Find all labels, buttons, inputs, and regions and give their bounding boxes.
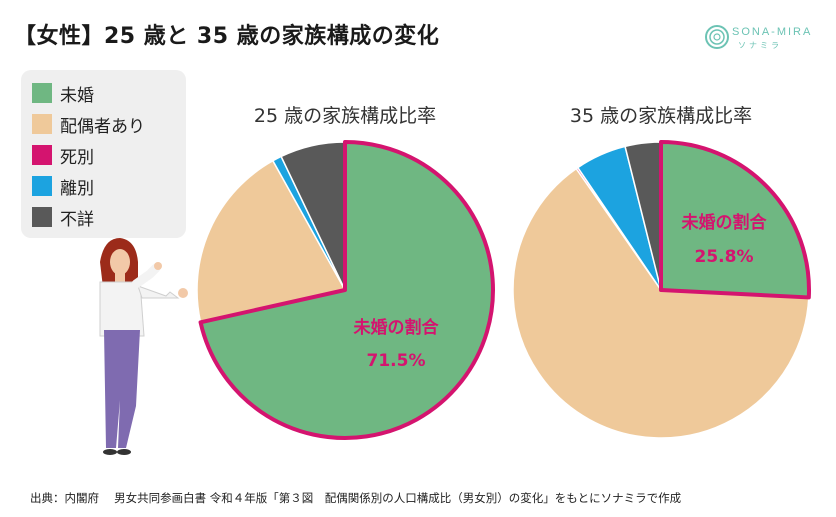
brand-logo: SONA-MIRA ソナミラ	[704, 22, 824, 58]
logo-text: SONA-MIRA	[732, 26, 813, 38]
legend-label: 離別	[60, 178, 94, 199]
legend-item-divorced: 離別	[32, 175, 94, 199]
annotation-value-25: 71.5%	[367, 351, 426, 371]
source-note: 出典：内閣府 男女共同参画白書 令和４年版「第３図 配偶関係別の人口構成比（男女…	[30, 491, 682, 505]
legend-item-unknown: 不詳	[32, 206, 94, 230]
chart-title-25: 25 歳の家族構成比率	[254, 105, 436, 127]
logo-subtext: ソナミラ	[738, 41, 782, 50]
chart-title-35: 35 歳の家族構成比率	[570, 105, 752, 127]
legend-item-widowed: 死別	[32, 144, 94, 168]
legend-label: 死別	[60, 147, 94, 168]
legend-label: 配偶者あり	[60, 116, 145, 137]
legend-swatch	[32, 145, 52, 165]
annotation-label-35: 未婚の割合	[681, 212, 768, 233]
pie-slice-1	[512, 167, 810, 439]
logo-spiral-icon	[705, 25, 729, 49]
annotation-value-35: 25.8%	[695, 247, 754, 267]
highlight-outline	[659, 140, 811, 300]
legend-swatch	[32, 114, 52, 134]
pie-chart-25	[196, 140, 495, 440]
pie-chart-35	[512, 140, 811, 439]
pie-slice-1	[196, 159, 347, 324]
page-title: 【女性】25 歳と 35 歳の家族構成の変化	[14, 24, 440, 49]
presenter-illustration	[99, 238, 188, 455]
legend-label: 未婚	[60, 85, 94, 106]
legend-swatch	[32, 83, 52, 103]
annotation-label-25: 未婚の割合	[353, 317, 440, 338]
highlight-outline	[198, 140, 495, 440]
legend-swatch	[32, 207, 52, 227]
legend-item-unmarried: 未婚	[32, 82, 94, 106]
legend-swatch	[32, 176, 52, 196]
legend-item-married: 配偶者あり	[32, 113, 145, 137]
legend: 未婚 配偶者あり 死別 離別 不詳	[21, 70, 186, 238]
legend-label: 不詳	[60, 209, 94, 230]
